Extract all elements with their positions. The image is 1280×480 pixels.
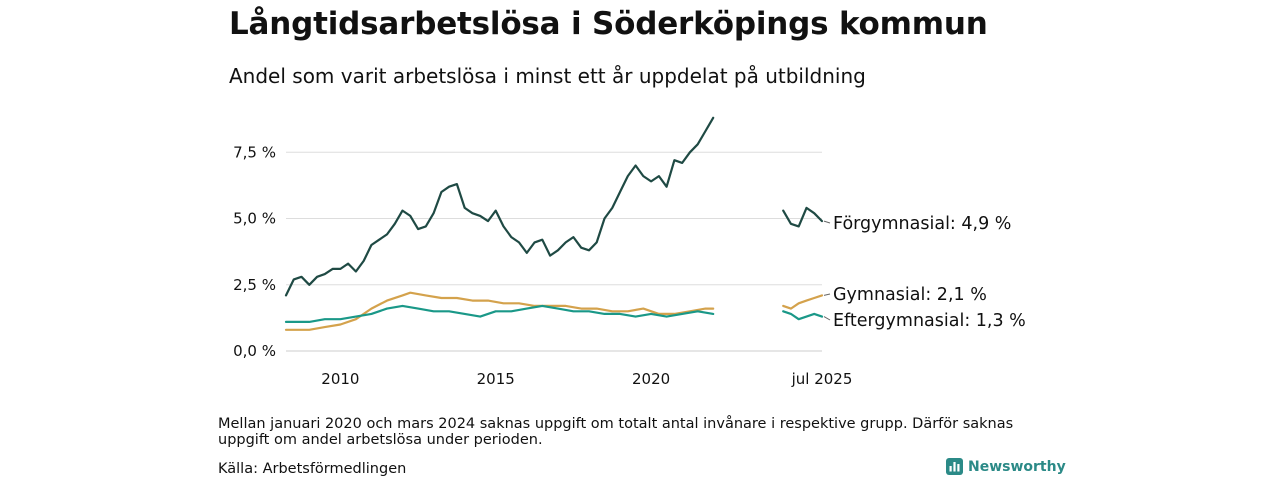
label-leader: [823, 316, 831, 321]
series-line: [284, 291, 715, 331]
footnote: Mellan januari 2020 och mars 2024 saknas…: [218, 416, 1014, 448]
x-axis-ticks: 2010 2015 2020 jul 2025: [321, 370, 852, 388]
series-end-label: Eftergymnasial: 1,3 %: [833, 311, 1026, 331]
y-tick-label: 5,0 %: [233, 210, 276, 228]
series-line: [284, 116, 715, 297]
chart-subtitle: Andel som varit arbetslösa i minst ett å…: [229, 64, 866, 88]
chart-title: Långtidsarbetslösa i Söderköpings kommun: [229, 6, 988, 42]
y-tick-label: 0,0 %: [233, 342, 276, 360]
bar-chart-icon: [946, 458, 963, 475]
x-tick-label: 2020: [632, 370, 670, 388]
series-lines: [284, 116, 824, 331]
source-note: Källa: Arbetsförmedlingen: [218, 461, 407, 477]
x-tick-label: jul 2025: [791, 370, 853, 388]
brand-logo: Newsworthy: [946, 458, 1066, 475]
gridlines: [286, 151, 822, 352]
series-line: [782, 294, 824, 310]
series-end-label: Gymnasial: 2,1 %: [833, 285, 987, 305]
line-chart: 0,0 % 2,5 % 5,0 % 7,5 % 2010 2015 2020 jul 202…: [233, 116, 1026, 388]
y-axis-ticks: 0,0 % 2,5 % 5,0 % 7,5 %: [233, 143, 276, 360]
x-tick-label: 2010: [321, 370, 359, 388]
series-line: [782, 206, 824, 228]
series-line: [284, 304, 715, 323]
label-leader: [823, 220, 831, 224]
x-tick-label: 2015: [477, 370, 515, 388]
series-end-label: Förgymnasial: 4,9 %: [833, 214, 1011, 234]
series-line: [782, 310, 824, 321]
y-tick-label: 7,5 %: [233, 143, 276, 161]
label-leader: [823, 293, 831, 296]
brand-name: Newsworthy: [968, 458, 1066, 475]
series-end-labels: Förgymnasial: 4,9 % Gymnasial: 2,1 % Efter…: [823, 214, 1026, 331]
y-tick-label: 2,5 %: [233, 276, 276, 294]
